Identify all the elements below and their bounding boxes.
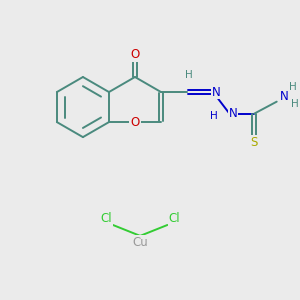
Text: Cu: Cu	[132, 236, 148, 249]
Text: N: N	[229, 107, 237, 120]
Text: Cl: Cl	[100, 212, 112, 225]
Text: O: O	[130, 116, 140, 129]
Text: N: N	[280, 90, 288, 103]
Text: H: H	[210, 111, 218, 121]
Text: N: N	[212, 85, 221, 98]
Text: H: H	[291, 99, 299, 109]
Text: H: H	[185, 70, 193, 80]
Text: S: S	[250, 136, 258, 149]
Text: O: O	[130, 48, 140, 61]
Text: Cl: Cl	[169, 212, 180, 225]
Text: H: H	[289, 82, 296, 92]
